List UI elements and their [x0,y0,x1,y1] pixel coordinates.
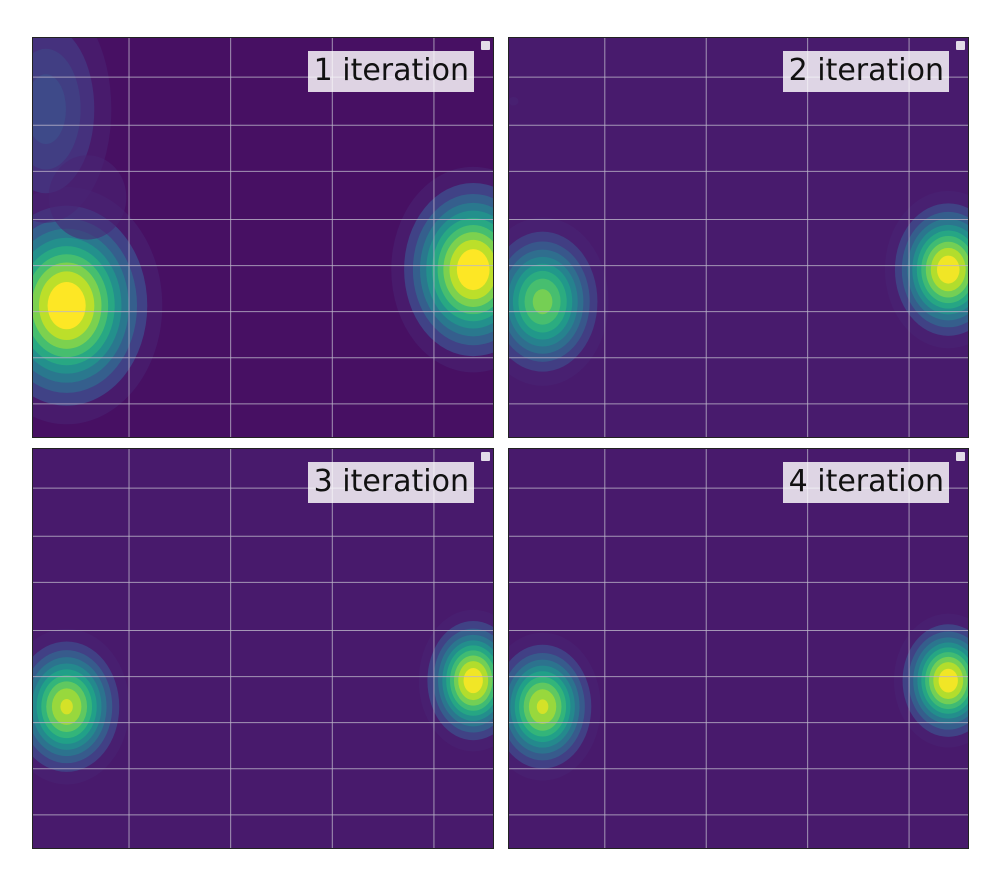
plot-frame [508,37,969,438]
contour-level-2-10 [936,255,960,284]
plot-background [32,448,494,849]
contour-level-4-1 [48,155,127,240]
contour-level-1-9 [532,289,553,315]
contour-level-2-10 [463,667,483,694]
corner-marker-1 [481,41,490,50]
panel-title-3: 3 iteration [307,462,474,503]
contour-level-1-10 [60,698,73,715]
panel-title-2: 2 iteration [782,51,949,92]
heatmap-panel-1: 1 iteration [32,37,494,438]
plot-frame [32,37,494,438]
heatmap-plot-4 [508,448,969,849]
plot-background [508,448,969,849]
contour-level-3-1 [508,96,519,106]
heatmap-panel-3: 3 iteration [32,448,494,849]
corner-marker-4 [956,452,965,461]
contour-level-1-10 [536,699,549,714]
heatmap-panel-2: 2 iteration [508,37,969,438]
plot-frame [32,448,494,849]
heatmap-plot-1 [32,37,494,438]
panel-title-1: 1 iteration [307,51,474,92]
contour-level-2-10 [456,249,490,291]
heatmap-panel-4: 4 iteration [508,448,969,849]
corner-marker-2 [956,41,965,50]
heatmap-plot-3 [32,448,494,849]
corner-marker-3 [481,452,490,461]
contour-level-2-10 [938,668,958,693]
contour-level-3-4 [32,74,66,145]
heatmap-plot-2 [508,37,969,438]
plot-frame [508,448,969,849]
contour-level-1-10 [47,282,86,330]
panel-title-4: 4 iteration [782,462,949,503]
